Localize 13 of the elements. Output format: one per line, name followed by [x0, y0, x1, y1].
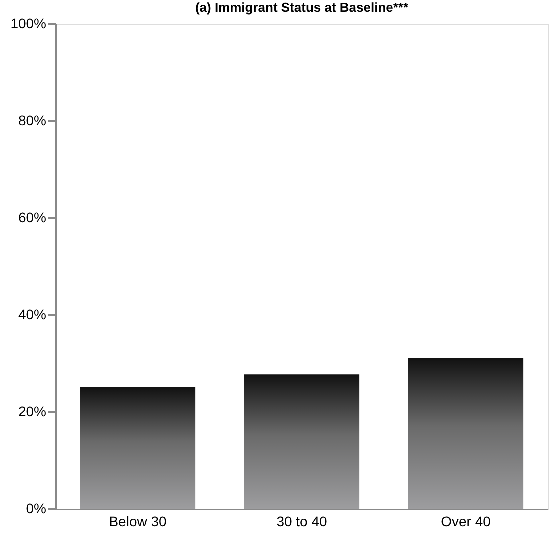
- x-tick-label: Below 30: [109, 514, 168, 530]
- y-tick-label: 100%: [10, 16, 46, 32]
- bar: [80, 387, 196, 509]
- bar: [244, 374, 360, 509]
- y-tick-label: 60%: [18, 210, 46, 226]
- y-tick-label: 40%: [18, 306, 46, 322]
- y-tick-label: 80%: [18, 112, 46, 128]
- x-tick-label: 30 to 40: [276, 514, 328, 530]
- bar: [408, 358, 524, 509]
- y-tick-label: 0%: [26, 500, 46, 516]
- chart-title: (a) Immigrant Status at Baseline***: [195, 0, 410, 15]
- x-tick-label: Over 40: [441, 514, 492, 530]
- y-tick-label: 20%: [18, 404, 46, 420]
